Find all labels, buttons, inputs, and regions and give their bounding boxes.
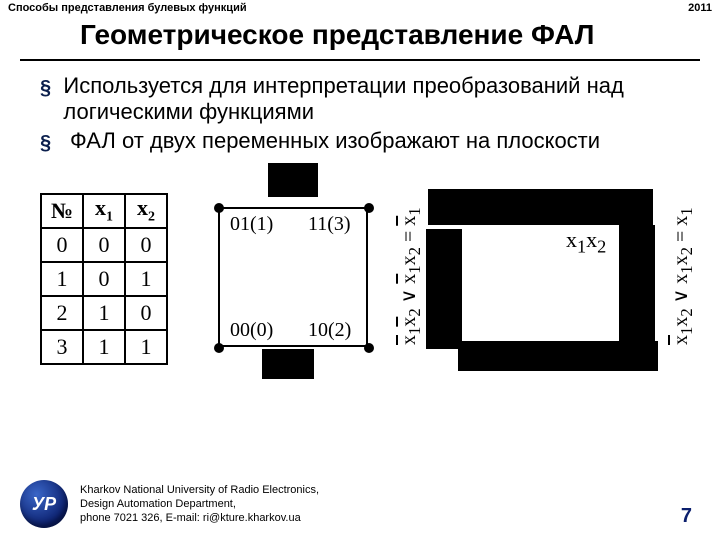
black-box (426, 229, 462, 349)
bullet-list: § Используется для интерпретации преобра… (0, 61, 720, 163)
footer-text: Kharkov National University of Radio Ele… (80, 483, 319, 526)
page-number: 7 (681, 505, 692, 528)
axis-label-x1x2: x1x2 (566, 227, 606, 257)
vertex-label-tl: 01(1) (230, 213, 273, 236)
footer-line: phone 7021 326, E-mail: ri@kture.kharkov… (80, 511, 319, 525)
col-x1: x1 (83, 194, 125, 228)
bullet-marker: § (40, 128, 70, 155)
vertex-icon (214, 343, 224, 353)
vertex-label-tr: 11(3) (308, 213, 351, 236)
bullet-item: § Используется для интерпретации преобра… (40, 73, 700, 126)
diagram-area: 01(1) 11(3) 00(0) 10(2) x1x2 ∨ x1x2 = x1… (168, 169, 700, 365)
footer-line: Kharkov National University of Radio Ele… (80, 483, 319, 497)
table-row: 210 (41, 296, 167, 330)
bullet-marker: § (40, 73, 63, 100)
footer: УР Kharkov National University of Radio … (20, 480, 700, 528)
vertex-label-br: 10(2) (308, 319, 351, 342)
header-left: Способы представления булевых функций (8, 2, 247, 14)
black-box (428, 189, 653, 225)
black-box (268, 163, 318, 197)
black-box (262, 349, 314, 379)
logo-icon: УР (20, 480, 68, 528)
bullet-text: ФАЛ от двух переменных изображают на пло… (70, 128, 600, 154)
content-area: № x1 x2 000 101 210 311 01(1) 11(3) 00(0… (0, 163, 720, 365)
footer-line: Design Automation Department, (80, 497, 319, 511)
vertex-icon (364, 343, 374, 353)
black-box (619, 225, 655, 351)
vertex-label-bl: 00(0) (230, 319, 273, 342)
col-x2: x2 (125, 194, 167, 228)
table-row: 101 (41, 262, 167, 296)
page-title: Геометрическое представление ФАЛ (80, 20, 660, 51)
truth-table: № x1 x2 000 101 210 311 (40, 193, 168, 365)
table-row: 311 (41, 330, 167, 364)
formula-left: x1x2 ∨ x1x2 = x1 (396, 207, 425, 345)
col-num: № (41, 194, 83, 228)
table-row: 000 (41, 228, 167, 262)
vertex-icon (214, 203, 224, 213)
header-bar: Способы представления булевых функций 20… (0, 0, 720, 16)
bullet-text: Используется для интерпретации преобразо… (63, 73, 700, 126)
vertex-icon (364, 203, 374, 213)
formula-right: x1x2 ∨ x1x2 = x1 (668, 207, 697, 345)
table-header-row: № x1 x2 (41, 194, 167, 228)
title-block: Геометрическое представление ФАЛ (20, 16, 700, 61)
black-box (458, 341, 658, 371)
bullet-item: § ФАЛ от двух переменных изображают на п… (40, 128, 700, 155)
header-right: 2011 (688, 2, 712, 14)
